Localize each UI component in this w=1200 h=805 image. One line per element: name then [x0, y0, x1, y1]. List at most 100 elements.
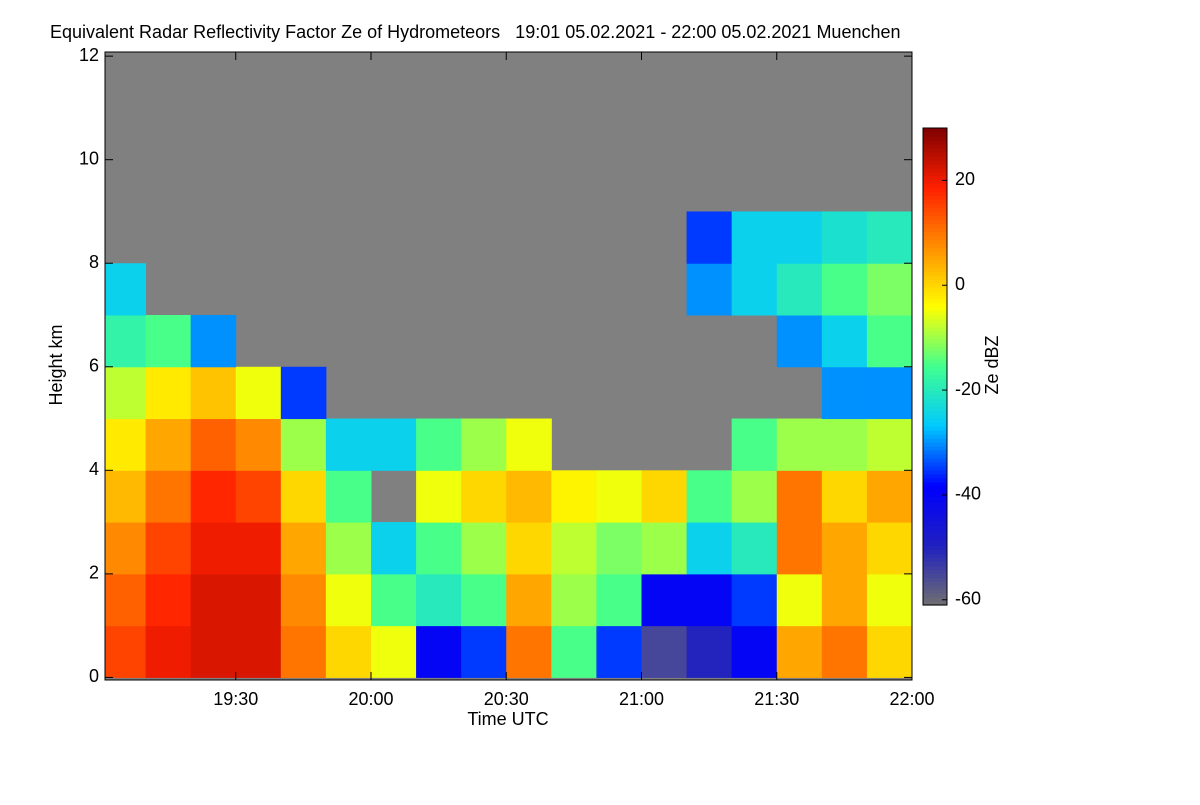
colorbar-segment — [923, 207, 947, 213]
colorbar-segment — [923, 211, 947, 217]
colorbar-segment — [923, 283, 947, 288]
heatmap-cell — [866, 366, 913, 420]
colorbar-segment — [923, 334, 947, 340]
colorbar-segment — [923, 517, 947, 523]
colorbar-segment — [923, 601, 947, 606]
heatmap-cell — [105, 573, 147, 627]
heatmap-cell — [461, 522, 507, 575]
heatmap-cell — [596, 522, 642, 575]
colorbar-segment — [923, 493, 947, 499]
colorbar-segment — [923, 227, 947, 232]
heatmap-cell — [506, 625, 552, 678]
colorbar-segment — [923, 382, 947, 387]
heatmap-cell — [506, 418, 552, 471]
heatmap-cell — [596, 625, 642, 678]
colorbar-segment — [923, 191, 947, 197]
heatmap-cell — [280, 470, 327, 523]
heatmap-cell — [821, 315, 868, 368]
chart-title: Equivalent Radar Reflectivity Factor Ze … — [50, 22, 901, 42]
heatmap-cell — [506, 470, 552, 523]
colorbar-segment — [923, 461, 947, 467]
colorbar-segment — [923, 402, 947, 407]
colorbar-segment — [923, 541, 947, 546]
heatmap-cell — [686, 625, 733, 678]
y-tick-label: 8 — [89, 252, 99, 272]
heatmap-cell — [551, 573, 597, 627]
colorbar-segment — [923, 235, 947, 240]
y-axis-label: Height km — [46, 324, 66, 405]
heatmap-cell — [461, 418, 507, 471]
colorbar-segment — [923, 446, 947, 451]
colorbar-segment — [923, 537, 947, 542]
colorbar-segment — [923, 485, 947, 491]
colorbar-segment — [923, 585, 947, 590]
colorbar-segment — [923, 366, 947, 372]
heatmap-cell — [731, 470, 778, 523]
colorbar-segment — [923, 128, 947, 133]
colorbar-segment — [923, 346, 947, 352]
heatmap-cell — [145, 418, 192, 471]
colorbar-segment — [923, 422, 947, 427]
colorbar-segment — [923, 418, 947, 423]
x-tick-label: 21:30 — [754, 689, 799, 709]
heatmap-cell — [821, 263, 868, 316]
heatmap-cell — [105, 263, 147, 316]
heatmap-cell — [461, 625, 507, 678]
colorbar-segment — [923, 310, 947, 316]
heatmap-cell — [641, 470, 688, 523]
heatmap-cell — [280, 418, 327, 471]
colorbar-segment — [923, 275, 947, 280]
x-tick-label: 21:00 — [619, 689, 664, 709]
heatmap-cell — [105, 315, 147, 368]
heatmap-cell — [731, 418, 778, 471]
colorbar-segment — [923, 143, 947, 149]
colorbar-segment — [923, 259, 947, 264]
colorbar-segment — [923, 370, 947, 376]
colorbar-segment — [923, 247, 947, 252]
heatmap-cell — [325, 470, 372, 523]
heatmap-cell — [821, 211, 868, 264]
heatmap-cell — [190, 625, 237, 678]
colorbar-segment — [923, 597, 947, 602]
heatmap-cell — [866, 470, 913, 523]
heatmap-cell — [821, 366, 868, 420]
colorbar-segment — [923, 457, 947, 463]
colorbar-frame — [922, 127, 948, 606]
colorbar-segment — [923, 414, 947, 419]
colorbar-segment — [923, 390, 947, 395]
heatmap-cell — [596, 470, 642, 523]
colorbar-segment — [923, 561, 947, 566]
colorbar-segment — [923, 306, 947, 312]
colorbar-segment — [923, 159, 947, 165]
colorbar-segment — [923, 239, 947, 244]
colorbar-segment — [923, 386, 947, 391]
colorbar-segment — [923, 330, 947, 336]
heatmap-cell — [551, 625, 597, 678]
heatmap-cell — [235, 573, 282, 627]
colorbar — [923, 128, 947, 606]
heatmap-cell — [190, 418, 237, 471]
x-tick-label: 19:30 — [213, 689, 258, 709]
colorbar-tick-label: -40 — [955, 484, 981, 504]
heatmap-cell — [866, 263, 913, 316]
colorbar-segment — [923, 529, 947, 535]
colorbar-segment — [923, 374, 947, 380]
colorbar-segment — [923, 533, 947, 539]
colorbar-tick-label: 20 — [955, 169, 975, 189]
y-tick-label: 12 — [79, 45, 99, 65]
colorbar-segment — [923, 187, 947, 193]
heatmap-cell — [145, 573, 192, 627]
heatmap-cell — [235, 366, 282, 420]
colorbar-segment — [923, 549, 947, 554]
heatmap-cell — [235, 470, 282, 523]
heatmap-cell — [105, 625, 147, 678]
colorbar-segment — [923, 322, 947, 328]
heatmap-cell — [280, 366, 327, 420]
colorbar-segment — [923, 139, 947, 145]
heatmap-cell — [506, 522, 552, 575]
heatmap-cell — [731, 211, 778, 264]
heatmap-cell — [866, 522, 913, 575]
heatmap-cell — [821, 470, 868, 523]
colorbar-segment — [923, 287, 947, 292]
heatmap-cell — [776, 263, 823, 316]
